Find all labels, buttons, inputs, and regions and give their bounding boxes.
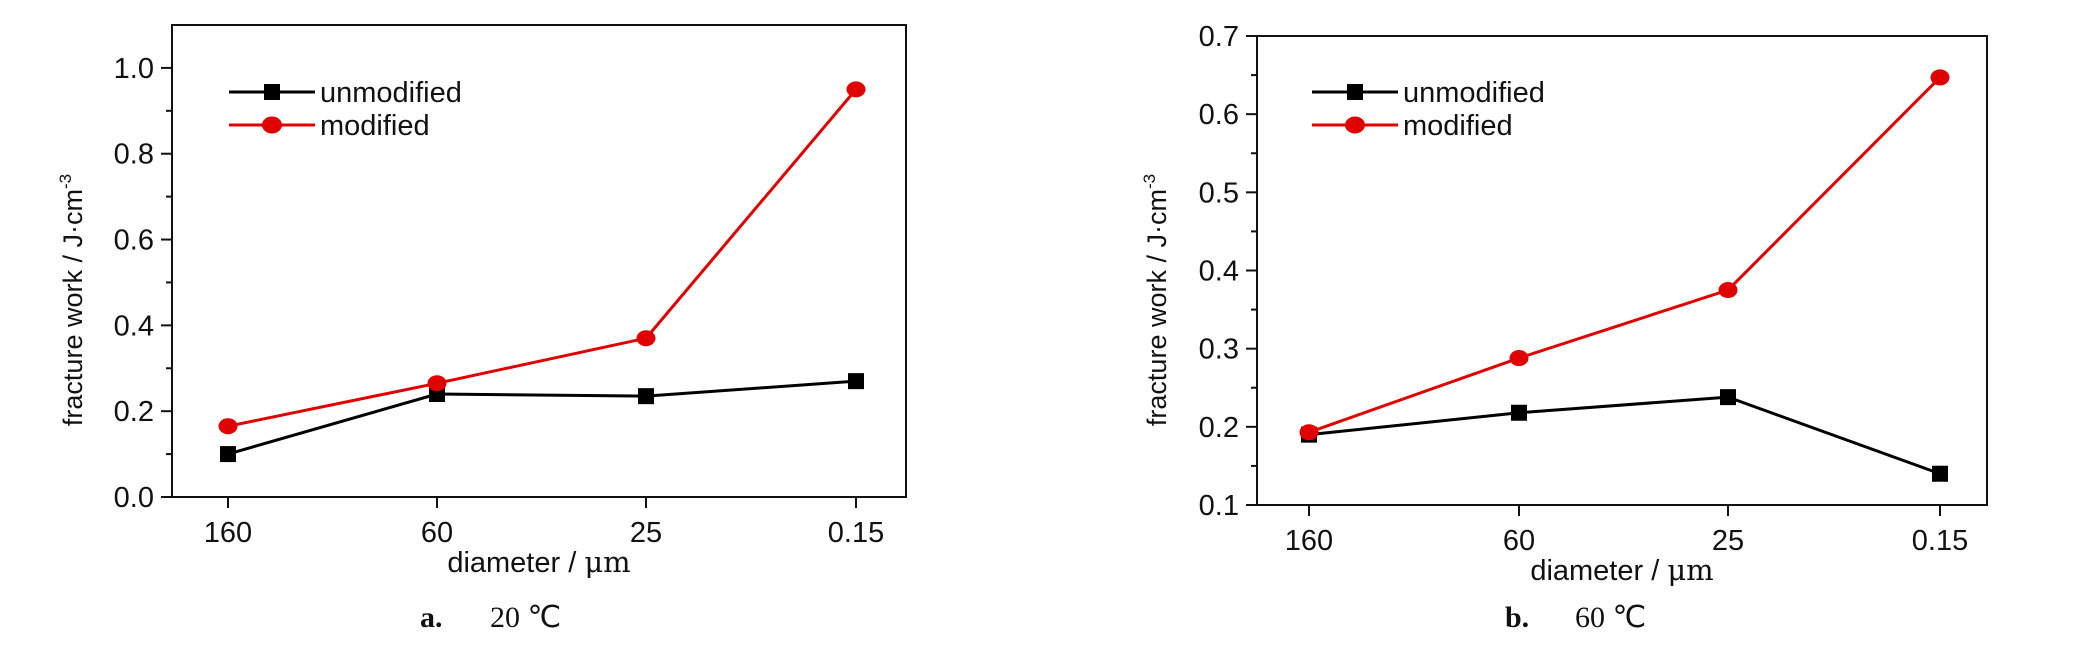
legend-marker-unmodified bbox=[1347, 84, 1363, 100]
y-axis-label: fracture work / J·cm-3 bbox=[1140, 174, 1172, 426]
x-axis-label-unit: μm bbox=[1667, 553, 1713, 587]
x-axis-label-prefix: diameter / bbox=[1530, 555, 1667, 587]
y-axis-label: fracture work / J·cm-3 bbox=[56, 174, 88, 426]
plot-frame bbox=[171, 24, 907, 498]
y-tick-label: 0.0 bbox=[114, 482, 154, 514]
data-point-modified bbox=[1930, 69, 1950, 86]
y-tick-label: 0.8 bbox=[114, 139, 154, 171]
legend-label-unmodified: unmodified bbox=[1403, 77, 1545, 109]
caption-temperature: 20 ℃ bbox=[490, 601, 561, 634]
x-tick-label: 0.15 bbox=[1912, 525, 1968, 557]
y-tick-label: 0.3 bbox=[1199, 334, 1239, 366]
x-tick-label: 0.15 bbox=[828, 517, 884, 549]
y-axis-label-main: fracture work / J·cm bbox=[58, 189, 88, 426]
legend-marker-unmodified bbox=[264, 84, 280, 100]
chart-panel-b: 0.1 0.2 0.3 0.4 0.5 0.6 0.7 160 60 25 0.15 diameter… bbox=[1140, 21, 1988, 634]
legend-marker-modified bbox=[1345, 116, 1365, 134]
data-point-unmodified bbox=[1511, 404, 1527, 421]
data-point-unmodified bbox=[1720, 389, 1736, 406]
data-point-modified bbox=[427, 375, 447, 392]
legend-label-unmodified: unmodified bbox=[320, 77, 462, 109]
data-point-unmodified bbox=[1932, 465, 1948, 482]
series-line-unmodified bbox=[1308, 395, 1941, 476]
y-axis-label-superscript: -3 bbox=[1140, 174, 1159, 189]
legend-label-modified: modified bbox=[320, 110, 430, 142]
data-point-modified bbox=[636, 330, 656, 347]
y-tick-label: 0.1 bbox=[1199, 490, 1239, 522]
y-tick-label: 0.2 bbox=[1199, 412, 1239, 444]
x-axis-label: diameter / μm bbox=[1530, 553, 1713, 587]
y-tick-label: 0.7 bbox=[1199, 21, 1239, 53]
y-tick-label: 0.6 bbox=[1199, 99, 1239, 131]
y-axis-label-superscript: -3 bbox=[56, 174, 75, 189]
y-tick-label: 0.2 bbox=[114, 396, 154, 428]
data-point-modified bbox=[1718, 282, 1738, 299]
series-line-modified bbox=[227, 88, 858, 428]
x-axis-label-prefix: diameter / bbox=[447, 547, 584, 579]
data-point-modified bbox=[1509, 350, 1529, 367]
x-tick-label: 160 bbox=[204, 517, 252, 549]
legend-marker-modified bbox=[262, 116, 282, 134]
data-point-unmodified bbox=[638, 388, 654, 405]
series-line-unmodified bbox=[227, 379, 857, 456]
y-axis-label-main: fracture work / J·cm bbox=[1142, 189, 1172, 426]
caption-letter: b. bbox=[1505, 601, 1529, 634]
x-tick-label: 25 bbox=[630, 517, 662, 549]
plot-frame bbox=[1256, 35, 1988, 506]
data-point-unmodified bbox=[220, 446, 236, 463]
y-tick-label: 1.0 bbox=[114, 53, 154, 85]
data-point-modified bbox=[218, 418, 238, 435]
x-axis-label-unit: μm bbox=[584, 545, 630, 579]
x-tick-label: 25 bbox=[1712, 525, 1744, 557]
x-tick-label: 60 bbox=[1503, 525, 1535, 557]
x-tick-label: 60 bbox=[421, 517, 453, 549]
caption-letter: a. bbox=[420, 601, 443, 634]
legend-label-modified: modified bbox=[1403, 110, 1513, 142]
data-point-unmodified bbox=[848, 373, 864, 390]
chart-panel-a: 0.0 0.2 0.4 0.6 0.8 1.0 160 60 25 0.15 diameter / … bbox=[56, 24, 907, 634]
y-tick-label: 0.5 bbox=[1199, 177, 1239, 209]
data-point-modified bbox=[1299, 424, 1319, 441]
x-axis-label: diameter / μm bbox=[447, 545, 630, 579]
y-tick-label: 0.4 bbox=[114, 310, 154, 342]
caption-temperature: 60 ℃ bbox=[1575, 601, 1646, 634]
y-tick-label: 0.6 bbox=[114, 225, 154, 257]
data-point-modified bbox=[846, 81, 866, 98]
series-line-modified bbox=[1308, 76, 1942, 434]
y-tick-label: 0.4 bbox=[1199, 256, 1239, 288]
x-tick-label: 160 bbox=[1285, 525, 1333, 557]
